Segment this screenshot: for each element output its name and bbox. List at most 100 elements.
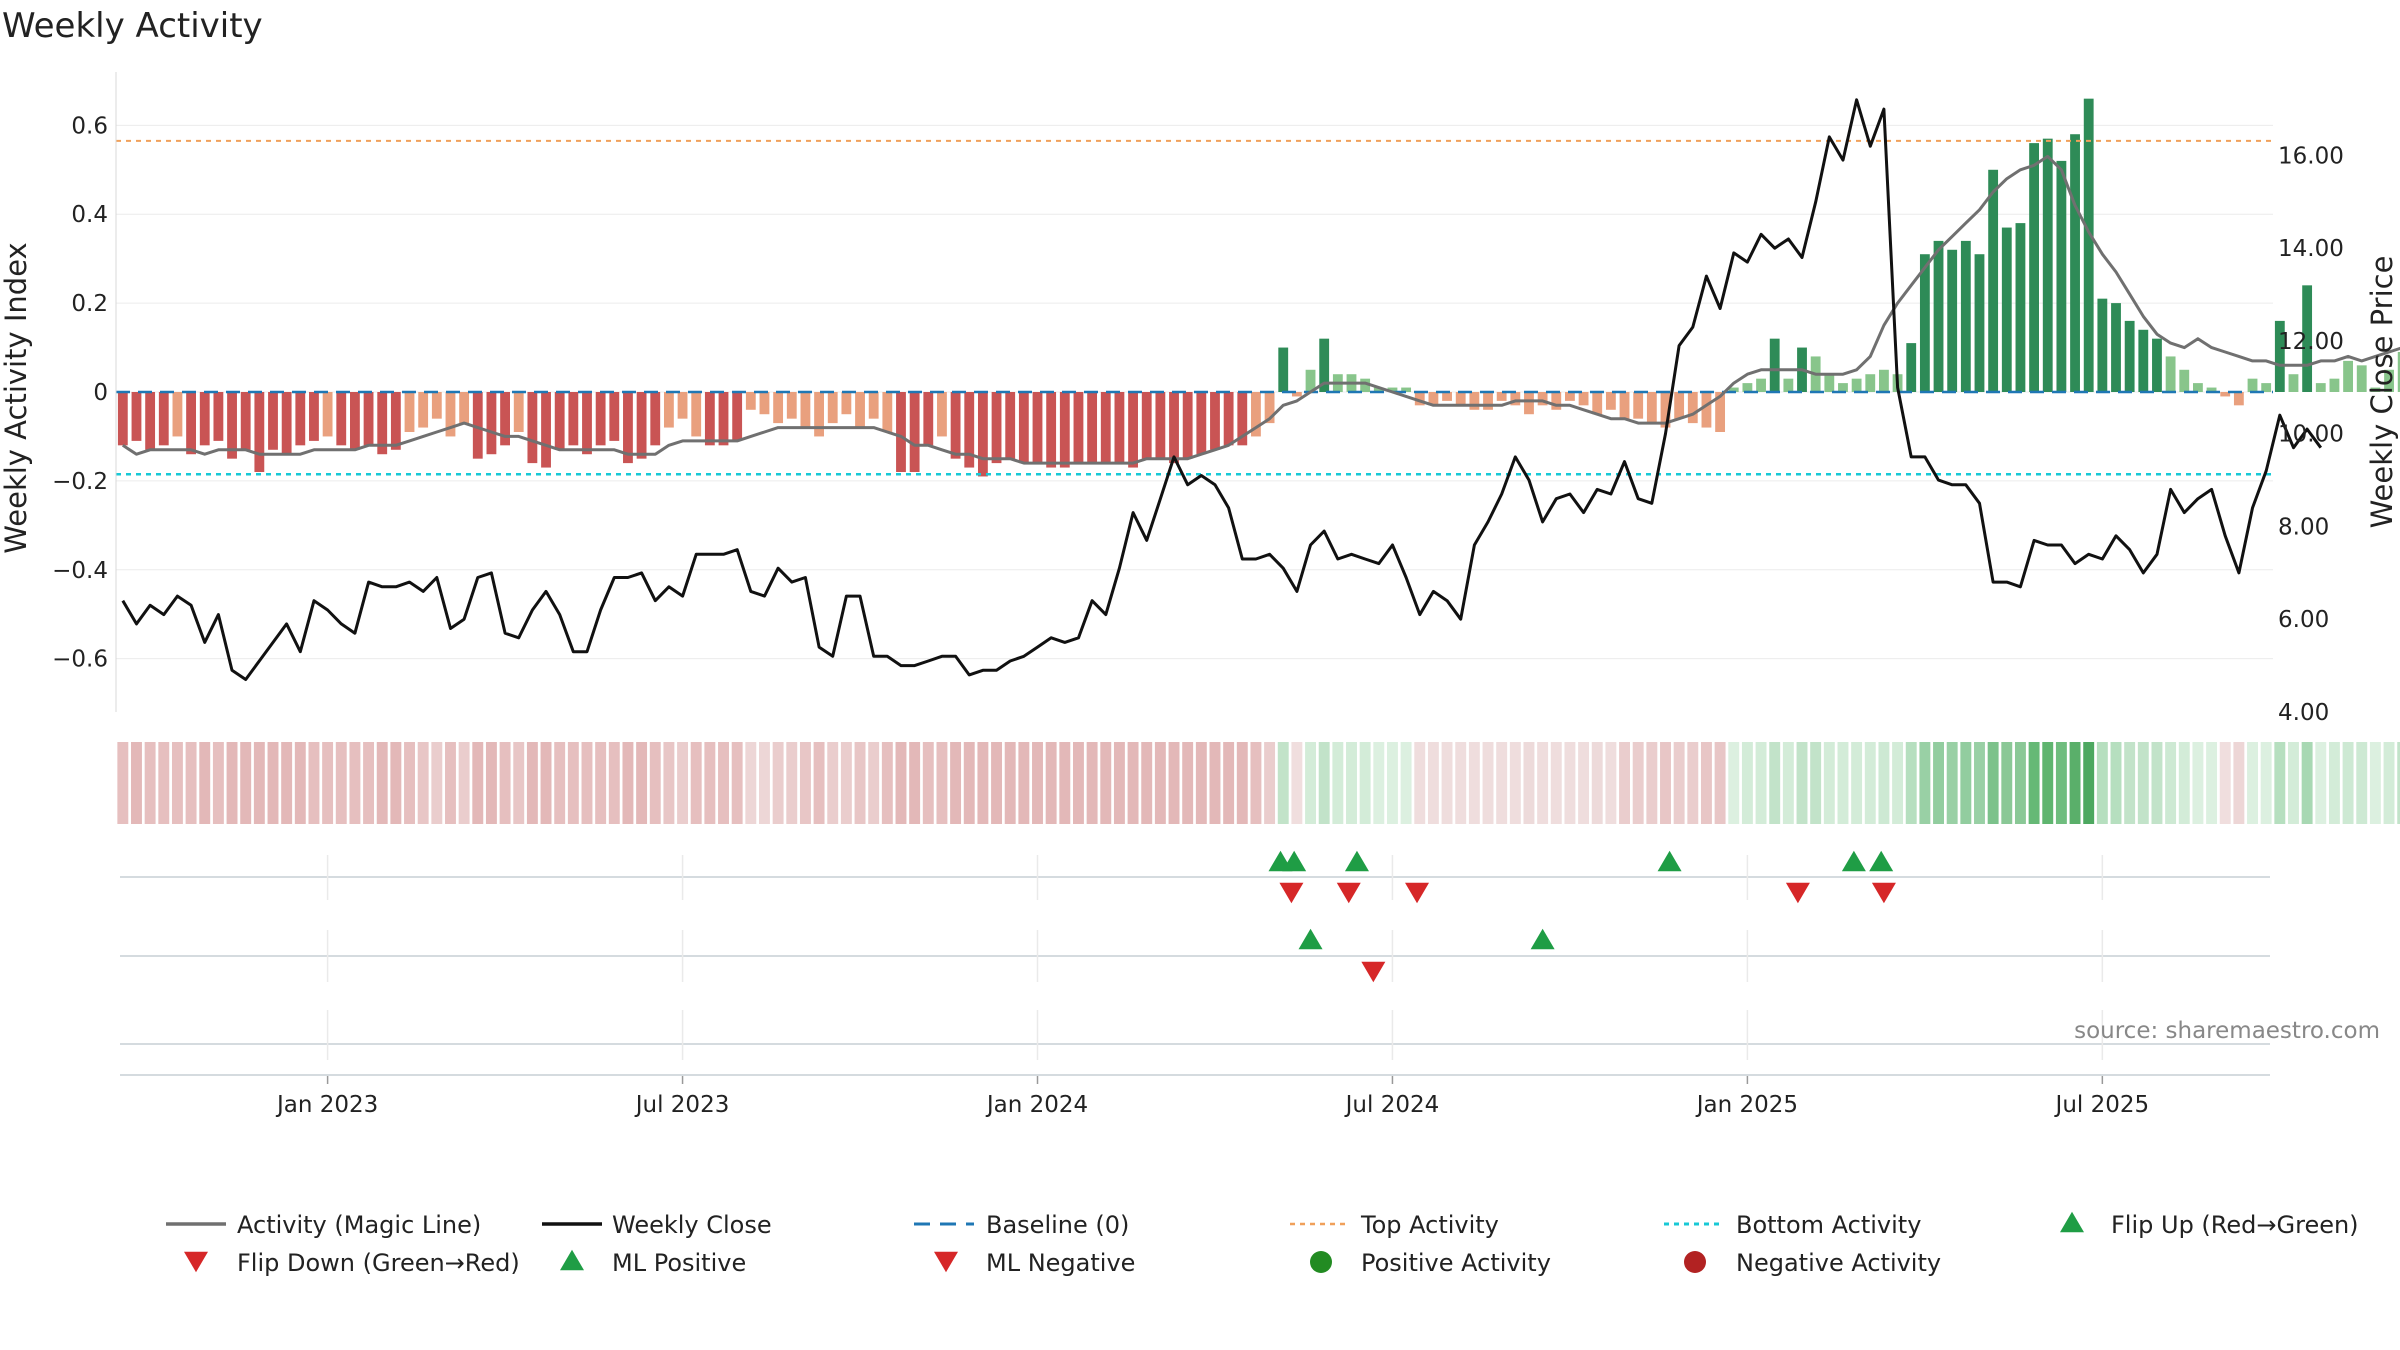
strip-cell: [1769, 742, 1781, 824]
strip-cell: [2083, 742, 2095, 824]
activity-bar: [2001, 227, 2012, 392]
strip-cell: [2369, 742, 2381, 824]
activity-bar: [2397, 352, 2400, 392]
activity-bar: [349, 392, 360, 450]
strip-cell: [704, 742, 716, 824]
flip-up-marker: [1869, 850, 1894, 872]
activity-bar: [1715, 392, 1726, 432]
x-tick-label: Jul 2025: [2054, 1092, 2150, 1118]
strip-cell: [2192, 742, 2204, 824]
activity-heat-strip: [117, 742, 2400, 824]
strip-cell: [2247, 742, 2258, 824]
strip-cell: [1591, 742, 1603, 824]
activity-bar: [199, 392, 210, 446]
activity-bar: [1373, 387, 1384, 392]
strip-cell: [2069, 742, 2081, 824]
legend-negative-activity-swatch: [1684, 1251, 1706, 1273]
strip-cell: [1359, 742, 1371, 824]
activity-bar: [1988, 169, 1999, 392]
strip-cell: [131, 742, 142, 824]
strip-cell: [2014, 742, 2026, 824]
activity-bar: [418, 392, 429, 428]
activity-bar: [1919, 254, 1930, 392]
activity-bar: [1756, 378, 1766, 392]
activity-bar: [1660, 392, 1671, 428]
y-right-tick-label: 16.00: [2278, 143, 2344, 169]
activity-bar: [1046, 392, 1057, 468]
y-right-tick-label: 12.00: [2278, 329, 2344, 355]
flip-up-marker: [1657, 850, 1682, 872]
activity-bar: [1605, 392, 1616, 410]
activity-bar: [2152, 338, 2162, 392]
strip-cell: [772, 742, 784, 824]
strip-cell: [185, 742, 197, 824]
strip-cell: [2233, 742, 2245, 824]
strip-cell: [199, 742, 211, 824]
strip-cell: [799, 742, 811, 824]
strip-cell: [718, 742, 729, 824]
strip-cell: [622, 742, 634, 824]
strip-cell: [1182, 742, 1194, 824]
strip-cell: [636, 742, 648, 824]
strip-cell: [1496, 742, 1508, 824]
activity-bar: [2029, 143, 2040, 392]
legend-flip-up-swatch: [2060, 1211, 2084, 1233]
strip-cell: [1714, 742, 1726, 824]
signal-markers: [120, 850, 2270, 1273]
activity-bar: [2070, 134, 2080, 392]
y-left-tick-label: −0.4: [52, 558, 108, 584]
activity-bar: [855, 392, 865, 428]
activity-bar: [800, 392, 811, 428]
activity-bar: [1592, 392, 1603, 415]
activity-bar: [2056, 160, 2067, 392]
activity-bar: [1210, 392, 1220, 450]
page-title: Weekly Activity: [2, 6, 263, 46]
weekly-close-line: [121, 98, 2323, 681]
activity-bar: [677, 392, 688, 419]
strip-cell: [281, 742, 293, 824]
strip-cell: [2356, 742, 2368, 824]
strip-cell: [1059, 742, 1071, 824]
strip-cell: [2274, 742, 2286, 824]
ml-positive-marker: [1530, 928, 1555, 950]
activity-bar: [1687, 392, 1698, 424]
strip-cell: [1004, 742, 1016, 824]
activity-bar: [554, 392, 565, 450]
source-note: source: sharemaestro.com: [2074, 1018, 2380, 1044]
activity-bar: [2288, 374, 2299, 392]
strip-cell: [1468, 742, 1480, 824]
strip-cell: [2110, 742, 2122, 824]
strip-cell: [1373, 742, 1385, 824]
strip-cell: [663, 742, 675, 824]
activity-bar: [663, 392, 674, 428]
activity-bar: [186, 392, 197, 455]
strip-cell: [868, 742, 880, 824]
activity-bar: [2015, 223, 2026, 392]
strip-cell: [1864, 742, 1876, 824]
strip-cell: [458, 742, 470, 824]
activity-bar: [745, 392, 756, 410]
activity-bar: [1783, 378, 1794, 392]
strip-cell: [1673, 742, 1685, 824]
strip-cell: [786, 742, 798, 824]
activity-bar: [1496, 392, 1507, 401]
strip-cell: [690, 742, 702, 824]
flip-down-marker: [1405, 882, 1430, 904]
strip-cell: [813, 742, 825, 824]
flip-down-marker: [1336, 882, 1361, 904]
ml-negative-marker: [1361, 961, 1386, 983]
strip-cell: [649, 742, 661, 824]
strip-cell: [1578, 742, 1590, 824]
strip-cell: [240, 742, 252, 824]
y-right-tick-label: 14.00: [2278, 236, 2344, 262]
activity-bar: [718, 392, 729, 446]
activity-bar: [2302, 285, 2313, 392]
activity-bar: [1196, 392, 1207, 455]
activity-bar: [636, 392, 647, 459]
activity-bar: [1032, 392, 1043, 464]
strip-cell: [2096, 742, 2108, 824]
strip-cell: [1209, 742, 1221, 824]
activity-bar: [486, 392, 497, 455]
strip-cell: [1741, 742, 1753, 824]
activity-bar: [1264, 392, 1275, 424]
